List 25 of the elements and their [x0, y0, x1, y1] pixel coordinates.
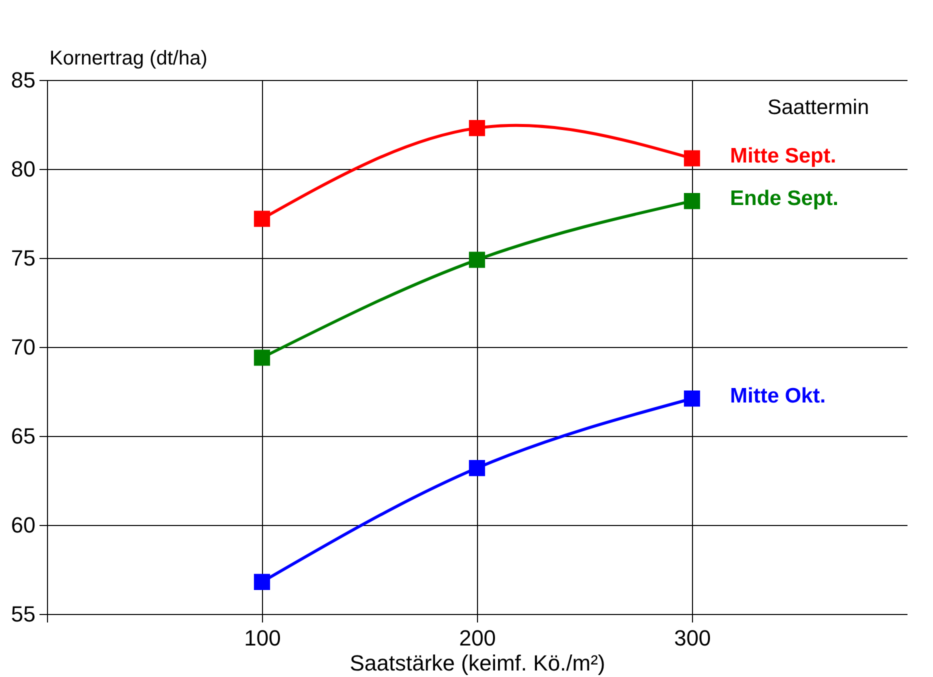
point — [254, 210, 270, 227]
x-tick-label: 100 — [244, 626, 281, 650]
point — [468, 252, 486, 268]
y-tick-label: 55 — [11, 602, 36, 626]
y-tick-label: 65 — [11, 424, 36, 448]
x-axis-title: Saatstärke (keimf. Kö./m²) — [350, 650, 606, 676]
y-tick-label: 75 — [11, 246, 36, 270]
point — [468, 120, 486, 136]
x-tick-label: 200 — [459, 626, 496, 650]
point — [684, 150, 700, 166]
series-label: Mitte Sept. — [730, 144, 836, 168]
point — [254, 574, 270, 590]
y-tick-label: 70 — [11, 334, 36, 360]
y-tick-label: 85 — [11, 68, 36, 92]
y-axis-title: Kornertrag (dt/ha) — [50, 48, 208, 70]
point — [254, 350, 270, 366]
series-label: Mitte Okt. — [730, 384, 826, 408]
series-label: Ende Sept. — [730, 187, 839, 210]
x-tick-label: 300 — [674, 626, 711, 650]
point — [684, 192, 700, 210]
legend-title: Saattermin — [767, 96, 869, 119]
y-tick-label: 60 — [11, 512, 36, 538]
y-tick-label: 80 — [11, 156, 36, 182]
point — [684, 390, 700, 407]
point — [468, 460, 486, 476]
